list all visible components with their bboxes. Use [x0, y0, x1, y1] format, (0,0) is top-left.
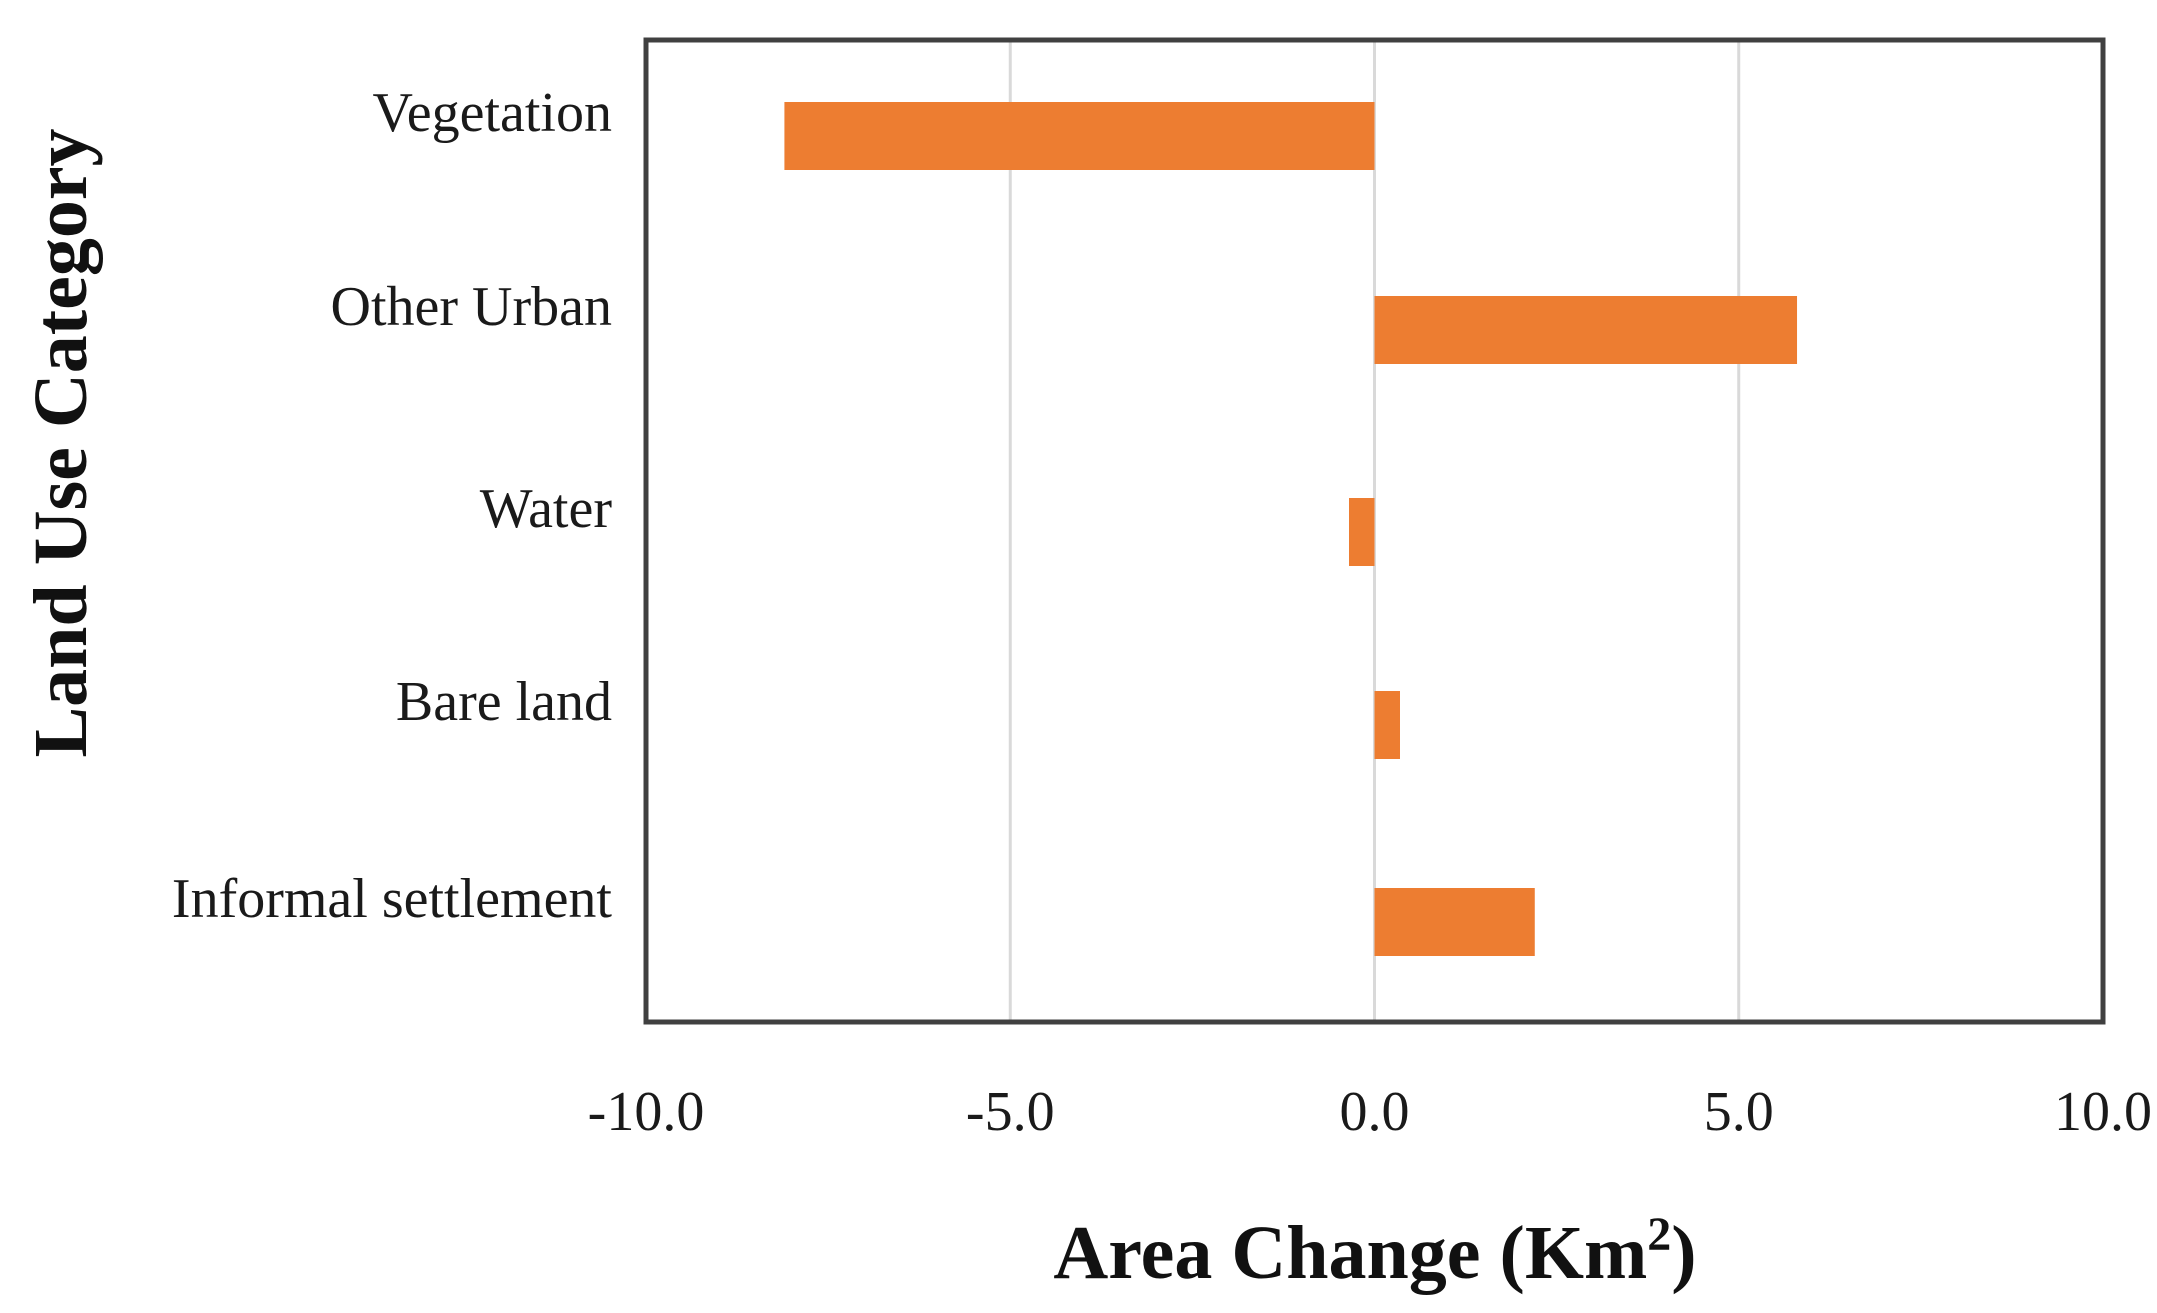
bar-vegetation — [784, 102, 1375, 170]
x-axis-title-superscript: 2 — [1647, 1208, 1671, 1261]
x-tick-label: -5.0 — [966, 1081, 1055, 1143]
bar-other-urban — [1374, 296, 1798, 364]
bars — [784, 102, 1798, 956]
y-axis-title: Land Use Category — [19, 128, 103, 757]
x-axis-title-close: ) — [1671, 1211, 1696, 1295]
category-label: Informal settlement — [172, 868, 613, 930]
x-axis-title: Area Change (Km2) — [1053, 1208, 1696, 1295]
category-label: Other Urban — [331, 276, 612, 338]
bar-water — [1349, 498, 1375, 566]
x-tick-label: 5.0 — [1704, 1081, 1774, 1143]
x-tick-label: 10.0 — [2054, 1081, 2152, 1143]
x-tick-labels: -10.0 -5.0 0.0 5.0 10.0 — [588, 1081, 2152, 1143]
category-labels: Vegetation Other Urban Water Bare land Infor… — [172, 82, 613, 930]
bar-informal-settlement — [1374, 888, 1535, 956]
category-label: Bare land — [396, 671, 612, 733]
x-tick-label: -10.0 — [588, 1081, 705, 1143]
plot-frame — [643, 37, 2106, 1025]
category-label: Vegetation — [373, 82, 612, 144]
bar-bare-land — [1374, 691, 1400, 759]
x-axis-title-main: Area Change (Km — [1053, 1211, 1647, 1295]
x-tick-label: 0.0 — [1340, 1081, 1410, 1143]
category-label: Water — [480, 478, 613, 540]
